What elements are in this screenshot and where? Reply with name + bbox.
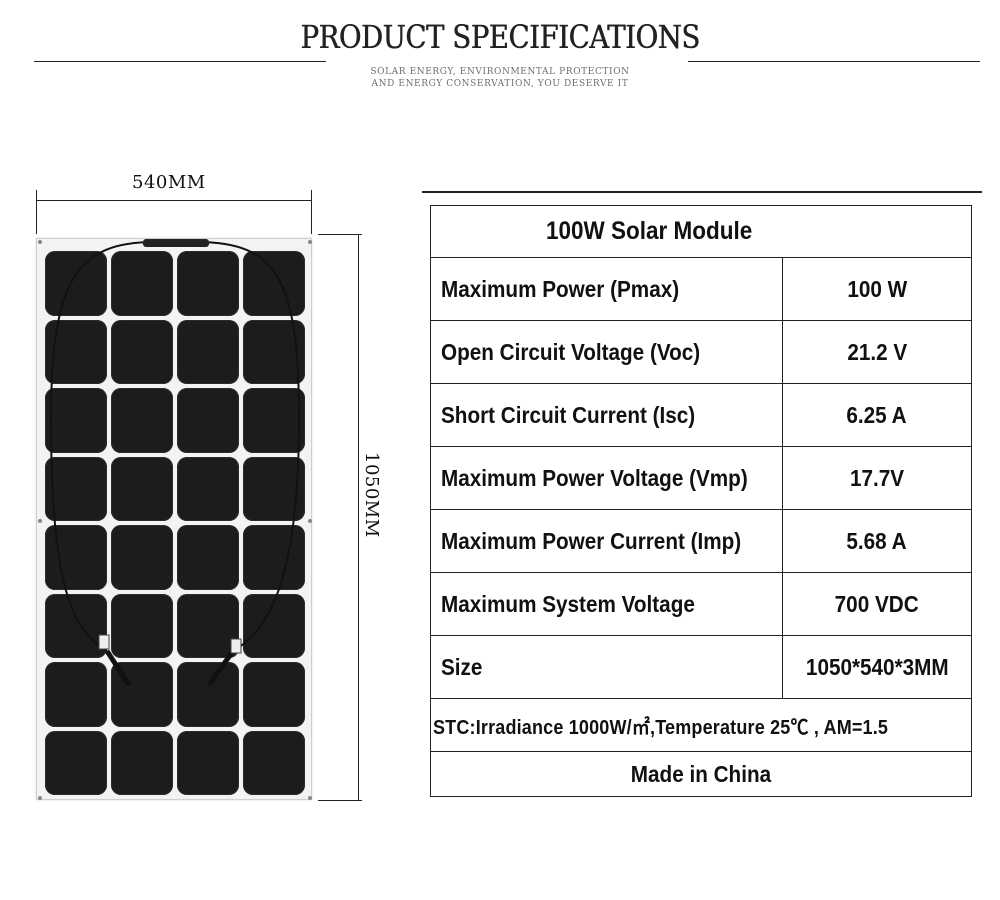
spec-label: Short Circuit Current (Isc) [430, 383, 783, 447]
table-row: Size 1050*540*3MM [430, 635, 973, 699]
solar-panel-image [36, 238, 312, 800]
header-rule-right [688, 61, 980, 62]
height-dimension-line [358, 234, 359, 800]
spec-value: 5.68 A [781, 509, 973, 573]
spec-value: 6.25 A [781, 383, 973, 447]
solar-cell [243, 525, 305, 590]
solar-cell [111, 251, 173, 316]
page-title: PRODUCT SPECIFICATIONS [300, 18, 700, 56]
solar-cell [243, 662, 305, 727]
table-row: Maximum System Voltage 700 VDC [430, 572, 973, 636]
solar-cell [177, 319, 239, 384]
solar-cell [45, 319, 107, 384]
stc-row: STC:Irradiance 1000W/㎡,Temperature 25℃ ,… [430, 698, 972, 752]
solar-cell [45, 730, 107, 795]
table-row: Short Circuit Current (Isc) 6.25 A [430, 383, 973, 447]
solar-cell [45, 662, 107, 727]
spec-label: Maximum Power (Pmax) [430, 257, 783, 321]
origin-label: Made in China [430, 751, 972, 797]
spec-label: Maximum Power Current (Imp) [430, 509, 783, 573]
spec-label: Size [430, 635, 783, 699]
solar-cell [177, 730, 239, 795]
table-title: 100W Solar Module [430, 205, 972, 258]
spec-value: 1050*540*3MM [781, 635, 973, 699]
spec-value: 21.2 V [781, 320, 973, 384]
height-dimension-tick-bottom [318, 800, 362, 801]
spec-label: Open Circuit Voltage (Voc) [430, 320, 783, 384]
solar-cell [243, 730, 305, 795]
width-dimension-label: 540MM [132, 172, 206, 193]
table-row: Open Circuit Voltage (Voc) 21.2 V [430, 320, 973, 384]
solar-cell [177, 456, 239, 521]
solar-cell [111, 456, 173, 521]
solar-cell [177, 593, 239, 658]
solar-cell [111, 525, 173, 590]
width-dimension-line [36, 200, 312, 201]
solar-cell [177, 251, 239, 316]
page-subtitle-line2: AND ENERGY CONSERVATION, YOU DESERVE IT [371, 79, 629, 89]
solar-cell-grid [45, 251, 305, 795]
origin-row: Made in China [430, 751, 972, 797]
spec-value: 100 W [781, 257, 973, 321]
stc-note: STC:Irradiance 1000W/㎡,Temperature 25℃ ,… [430, 698, 972, 752]
solar-cell [45, 388, 107, 453]
spec-table: 100W Solar Module Maximum Power (Pmax) 10… [430, 205, 973, 797]
spec-value: 17.7V [781, 446, 973, 510]
solar-cell [111, 593, 173, 658]
table-row: Maximum Power Current (Imp) 5.68 A [430, 509, 973, 573]
width-dimension-tick-left [36, 190, 37, 234]
page-subtitle-line1: SOLAR ENERGY, ENVIRONMENTAL PROTECTION [370, 67, 630, 77]
height-dimension-label: 1050MM [361, 452, 382, 538]
solar-cell [111, 388, 173, 453]
solar-cell [111, 319, 173, 384]
solar-cell [177, 662, 239, 727]
panel-cable [38, 239, 312, 800]
table-row: Maximum Power Voltage (Vmp) 17.7V [430, 446, 973, 510]
table-title-row: 100W Solar Module [430, 205, 972, 258]
solar-cell [45, 593, 107, 658]
height-dimension-tick-top [318, 234, 362, 235]
solar-cell [111, 730, 173, 795]
solar-cell [45, 456, 107, 521]
table-top-rule [422, 191, 982, 193]
solar-cell [243, 251, 305, 316]
table-row: Maximum Power (Pmax) 100 W [430, 257, 973, 321]
solar-cell [45, 251, 107, 316]
spec-value: 700 VDC [781, 572, 973, 636]
spec-label: Maximum Power Voltage (Vmp) [430, 446, 783, 510]
header-rule-left [34, 61, 326, 62]
solar-cell [177, 525, 239, 590]
solar-cell [177, 388, 239, 453]
spec-label: Maximum System Voltage [430, 572, 783, 636]
solar-cell [243, 388, 305, 453]
width-dimension-tick-right [311, 190, 312, 234]
